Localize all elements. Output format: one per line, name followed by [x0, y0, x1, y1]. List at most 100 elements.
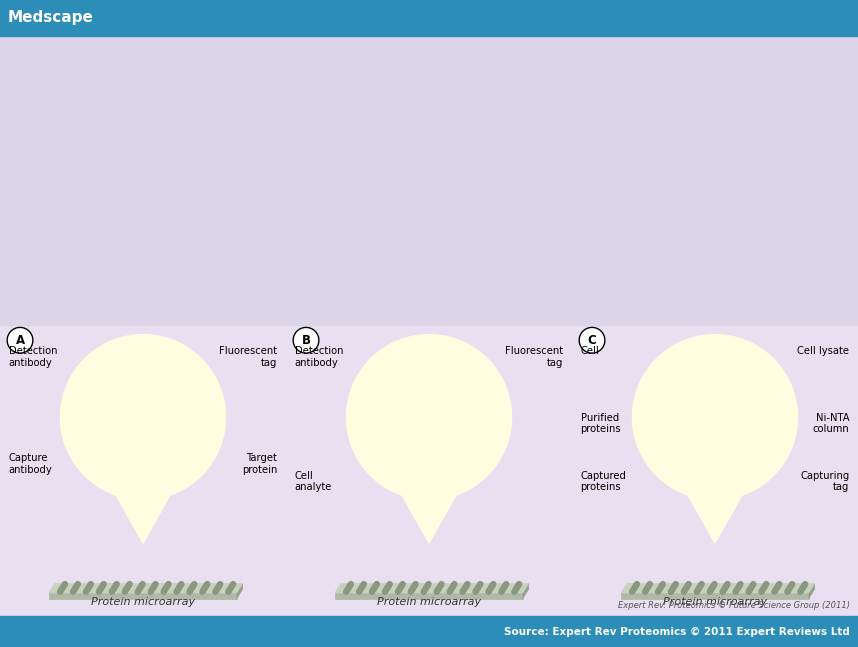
Circle shape [200, 589, 205, 594]
Circle shape [634, 582, 639, 586]
Circle shape [462, 585, 468, 590]
Circle shape [218, 582, 222, 586]
Circle shape [370, 589, 374, 594]
Circle shape [696, 587, 701, 592]
Circle shape [450, 584, 456, 589]
Circle shape [478, 582, 483, 586]
Circle shape [148, 589, 153, 594]
Circle shape [671, 586, 675, 591]
Circle shape [503, 584, 507, 589]
Circle shape [359, 586, 364, 591]
Circle shape [347, 583, 353, 587]
Circle shape [708, 588, 713, 593]
Text: Ribosome: Ribosome [9, 636, 57, 646]
Circle shape [515, 585, 519, 590]
Text: Capture
antibody: Capture antibody [9, 454, 52, 475]
Polygon shape [684, 475, 746, 487]
Circle shape [215, 586, 220, 591]
Circle shape [166, 583, 170, 587]
Text: Expert Rev. Proteomics © Future Science Group (2011): Expert Rev. Proteomics © Future Science … [618, 601, 850, 610]
Bar [572, 616, 858, 647]
Circle shape [293, 618, 319, 643]
Circle shape [474, 588, 479, 593]
Text: A: A [15, 334, 25, 347]
Circle shape [656, 589, 661, 594]
Circle shape [498, 589, 504, 594]
Text: Medscape: Medscape [8, 10, 94, 25]
Circle shape [400, 582, 405, 586]
Circle shape [579, 618, 605, 643]
Circle shape [686, 583, 691, 587]
Circle shape [126, 583, 131, 587]
Circle shape [174, 589, 179, 594]
Text: Captured
proteins: Captured proteins [581, 471, 626, 492]
Circle shape [437, 585, 442, 590]
Circle shape [126, 584, 130, 589]
Text: Detection
antibody: Detection antibody [9, 346, 57, 367]
Circle shape [229, 584, 234, 589]
Circle shape [100, 585, 104, 590]
Circle shape [357, 588, 362, 593]
Circle shape [86, 586, 90, 591]
Circle shape [189, 586, 194, 591]
Circle shape [461, 588, 466, 593]
Circle shape [800, 587, 804, 592]
Circle shape [358, 587, 363, 592]
Circle shape [799, 588, 803, 593]
Circle shape [773, 587, 778, 592]
Circle shape [87, 584, 92, 589]
Circle shape [776, 584, 780, 589]
Circle shape [426, 582, 431, 586]
Circle shape [672, 584, 677, 589]
Text: Cell
analyte: Cell analyte [294, 471, 332, 492]
Circle shape [191, 583, 196, 587]
Circle shape [422, 588, 427, 593]
Circle shape [579, 327, 605, 353]
Circle shape [177, 585, 182, 590]
Circle shape [648, 582, 652, 586]
Text: Cell lysate: Cell lysate [511, 636, 564, 646]
Circle shape [409, 588, 414, 593]
Circle shape [188, 588, 192, 593]
Circle shape [201, 588, 206, 593]
Circle shape [412, 584, 417, 589]
Circle shape [487, 587, 492, 592]
Circle shape [632, 624, 798, 647]
Circle shape [670, 587, 674, 592]
Circle shape [710, 584, 716, 589]
Circle shape [361, 582, 366, 586]
Circle shape [746, 588, 752, 593]
Circle shape [72, 587, 77, 592]
Circle shape [347, 624, 511, 647]
Circle shape [785, 589, 790, 594]
Circle shape [762, 585, 767, 590]
Circle shape [166, 582, 171, 586]
Circle shape [644, 586, 650, 591]
Circle shape [450, 586, 454, 591]
Circle shape [228, 585, 233, 590]
Circle shape [138, 585, 143, 590]
Circle shape [658, 585, 663, 590]
Circle shape [501, 586, 506, 591]
Circle shape [113, 584, 118, 589]
Circle shape [738, 582, 743, 586]
Circle shape [165, 584, 170, 589]
Circle shape [695, 588, 700, 593]
Circle shape [344, 588, 349, 593]
Circle shape [516, 583, 521, 587]
Circle shape [396, 587, 402, 592]
Circle shape [447, 589, 452, 594]
Circle shape [423, 586, 428, 591]
Circle shape [204, 583, 209, 587]
Circle shape [408, 589, 414, 594]
Circle shape [448, 588, 453, 593]
Circle shape [789, 583, 794, 587]
Circle shape [139, 584, 143, 589]
Polygon shape [621, 584, 815, 593]
Circle shape [214, 588, 219, 593]
Circle shape [58, 588, 63, 593]
Circle shape [749, 585, 753, 590]
Circle shape [657, 587, 662, 592]
Circle shape [374, 582, 379, 586]
Circle shape [787, 586, 792, 591]
